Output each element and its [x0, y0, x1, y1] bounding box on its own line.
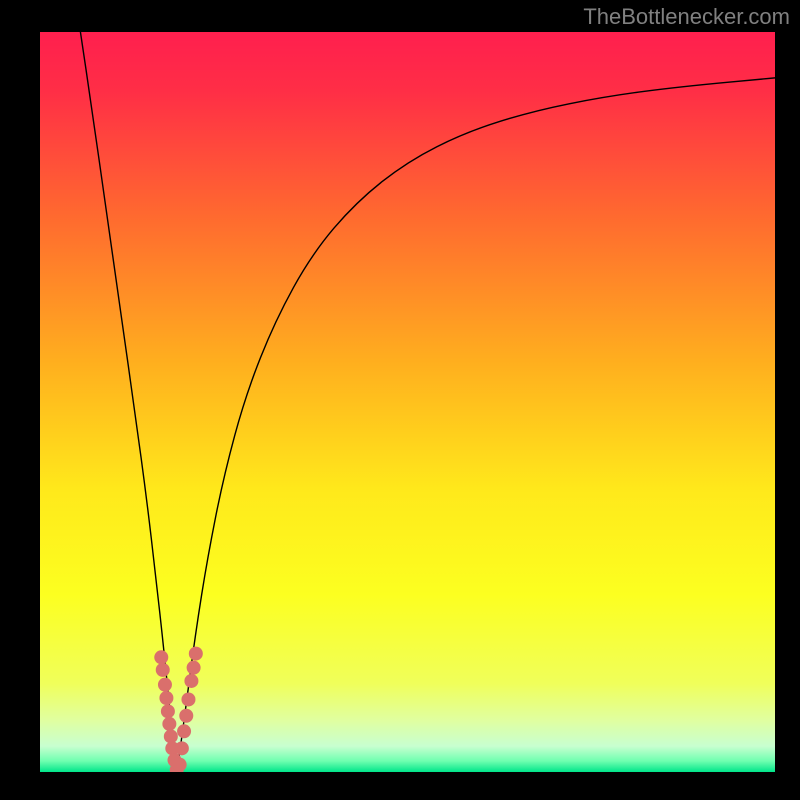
marker-dot — [173, 758, 187, 772]
bottleneck-curve-chart — [40, 32, 775, 772]
marker-dot — [181, 692, 195, 706]
marker-dot — [159, 691, 173, 705]
marker-dot — [179, 709, 193, 723]
chart-background — [40, 32, 775, 772]
marker-dot — [187, 661, 201, 675]
marker-dot — [189, 647, 203, 661]
marker-dot — [158, 678, 172, 692]
watermark: TheBottlenecker.com — [583, 4, 790, 30]
marker-dot — [162, 717, 176, 731]
marker-dot — [184, 674, 198, 688]
marker-dot — [156, 663, 170, 677]
marker-dot — [154, 650, 168, 664]
marker-dot — [177, 724, 191, 738]
marker-dot — [175, 741, 189, 755]
plot-container — [40, 32, 775, 772]
marker-dot — [161, 704, 175, 718]
marker-dot — [164, 729, 178, 743]
